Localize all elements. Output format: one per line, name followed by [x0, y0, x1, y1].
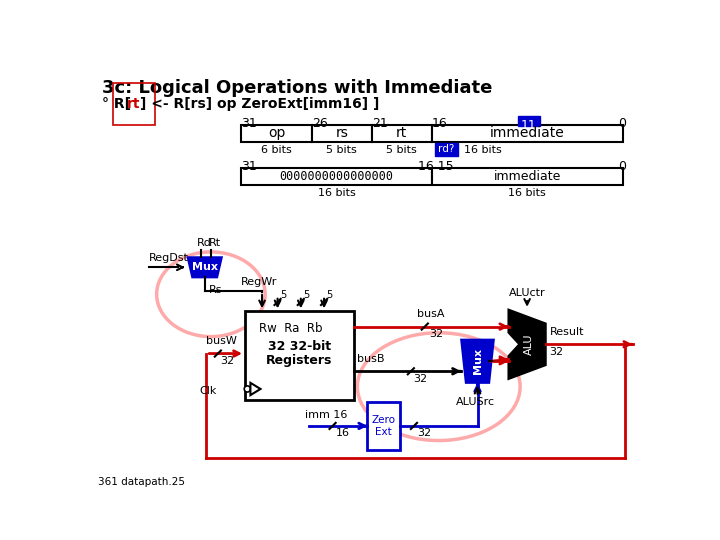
Text: rs: rs	[336, 126, 348, 140]
Text: 16 bits: 16 bits	[508, 188, 546, 198]
Text: op: op	[268, 126, 285, 140]
Text: 32: 32	[413, 374, 427, 383]
Text: RegDst: RegDst	[149, 253, 189, 264]
Text: 5: 5	[303, 291, 310, 300]
Text: 32: 32	[417, 428, 431, 438]
Text: Zero
Ext: Zero Ext	[372, 415, 396, 437]
Text: rt: rt	[396, 126, 408, 140]
Bar	[432, 125, 624, 142]
Text: 16 bits: 16 bits	[464, 145, 502, 155]
Text: 31: 31	[241, 117, 257, 130]
Text: 16: 16	[432, 117, 448, 130]
Polygon shape	[508, 309, 546, 379]
Bar	[241, 168, 432, 185]
Bar	[432, 168, 624, 185]
Text: 6 bits: 6 bits	[261, 145, 292, 155]
Polygon shape	[251, 383, 261, 395]
Text: Rs: Rs	[209, 285, 222, 295]
Bar	[367, 402, 400, 450]
Text: Rw  Ra  Rb: Rw Ra Rb	[259, 322, 323, 335]
Text: ° R[: ° R[	[102, 97, 130, 111]
Circle shape	[244, 386, 251, 392]
Text: ALU: ALU	[523, 334, 534, 355]
Text: ALUSrc: ALUSrc	[456, 397, 495, 407]
Text: 16 15: 16 15	[418, 160, 454, 173]
Text: 16 bits: 16 bits	[318, 188, 356, 198]
Text: RegWr: RegWr	[241, 276, 277, 287]
Text: 32: 32	[429, 329, 444, 339]
Text: 5: 5	[280, 291, 286, 300]
Text: 361 datapath.25: 361 datapath.25	[98, 477, 185, 487]
Text: 3c: Logical Operations with Immediate: 3c: Logical Operations with Immediate	[102, 79, 492, 97]
Bar	[372, 125, 432, 142]
Text: imm 16: imm 16	[305, 410, 348, 420]
Text: Rt: Rt	[209, 238, 221, 248]
Text: Mux: Mux	[192, 262, 217, 272]
Text: 0: 0	[618, 117, 626, 130]
Text: 11: 11	[521, 119, 536, 132]
Text: 0: 0	[618, 160, 626, 173]
Bar	[245, 311, 354, 400]
Text: 32 32-bit: 32 32-bit	[268, 340, 330, 354]
Text: Rd: Rd	[197, 238, 212, 248]
Text: 26: 26	[312, 117, 328, 130]
Text: ALUctr: ALUctr	[509, 288, 546, 298]
Bar	[241, 125, 312, 142]
Text: 16: 16	[336, 428, 350, 438]
Text: Mux: Mux	[472, 348, 482, 374]
Text: Result: Result	[549, 327, 584, 336]
Text: Registers: Registers	[266, 354, 333, 367]
Polygon shape	[188, 257, 222, 278]
Text: busW: busW	[206, 336, 237, 346]
Text: 0000000000000000: 0000000000000000	[279, 170, 393, 183]
Text: 21: 21	[372, 117, 388, 130]
Text: Clk: Clk	[199, 386, 216, 395]
Text: busA: busA	[417, 309, 444, 319]
Bar	[435, 143, 458, 156]
Text: 32: 32	[220, 356, 234, 366]
Text: immediate: immediate	[490, 126, 564, 140]
Text: rt: rt	[127, 97, 140, 111]
Text: 5: 5	[326, 291, 333, 300]
Text: 5 bits: 5 bits	[326, 145, 357, 155]
Text: immediate: immediate	[493, 170, 561, 183]
Text: busB: busB	[357, 354, 385, 363]
Text: 31: 31	[241, 160, 257, 173]
Polygon shape	[462, 340, 494, 383]
Bar	[518, 116, 539, 126]
Bar	[312, 125, 372, 142]
Text: rd?: rd?	[438, 145, 455, 154]
Text: 32: 32	[549, 347, 564, 356]
Text: 5 bits: 5 bits	[386, 145, 417, 155]
Text: ] <- R[rs] op ZeroExt[imm16] ]: ] <- R[rs] op ZeroExt[imm16] ]	[140, 97, 379, 111]
